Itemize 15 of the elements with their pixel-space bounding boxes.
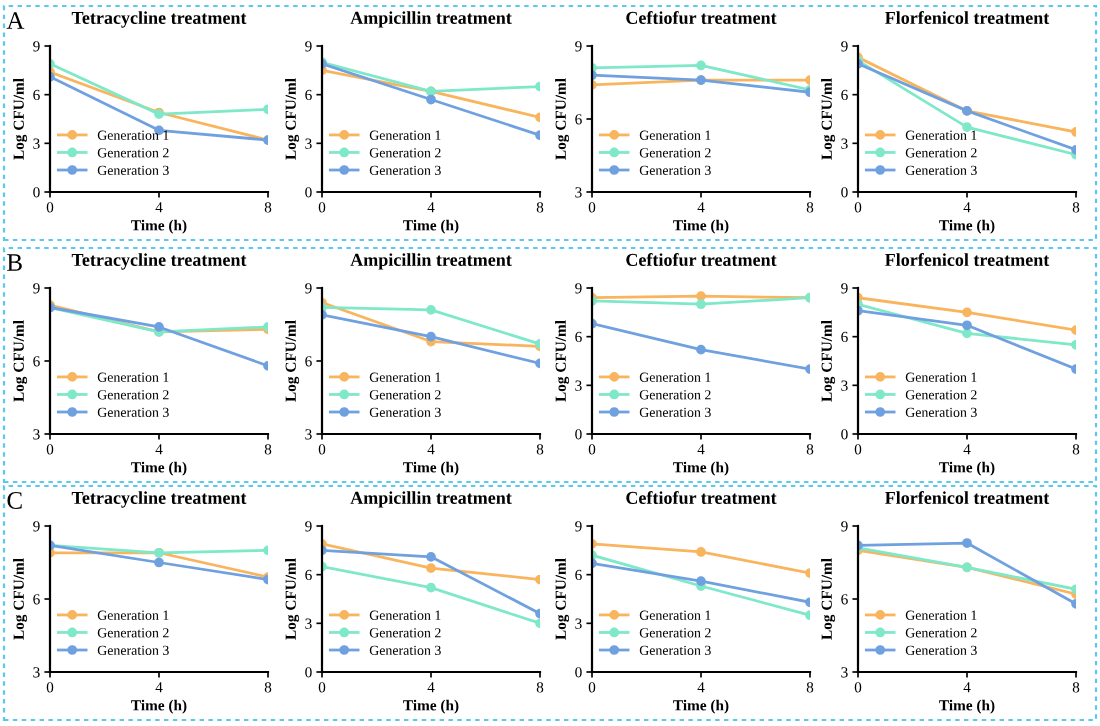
chart-title: Tetracycline treatment <box>71 11 247 28</box>
chart-title: Florfenicol treatment <box>885 491 1050 504</box>
text: A <box>6 12 25 29</box>
chart-title: Ampicillin treatment <box>350 253 512 270</box>
chart-title: Florfenicol treatment <box>885 253 1050 266</box>
chart-title: Ampicillin treatment <box>350 11 512 28</box>
chart-title: Tetracycline treatment <box>71 491 247 508</box>
chart-title: Ceftiofur treatment <box>626 11 777 24</box>
chart-title: Tetracycline treatment <box>71 253 247 270</box>
text: C <box>7 492 22 509</box>
chart-title: Ceftiofur treatment <box>626 253 777 266</box>
chart-title: Florfenicol treatment <box>885 11 1050 24</box>
chart-title: Ampicillin treatment <box>350 491 512 508</box>
chart-title: Ceftiofur treatment <box>626 491 777 504</box>
text: B <box>7 254 22 271</box>
